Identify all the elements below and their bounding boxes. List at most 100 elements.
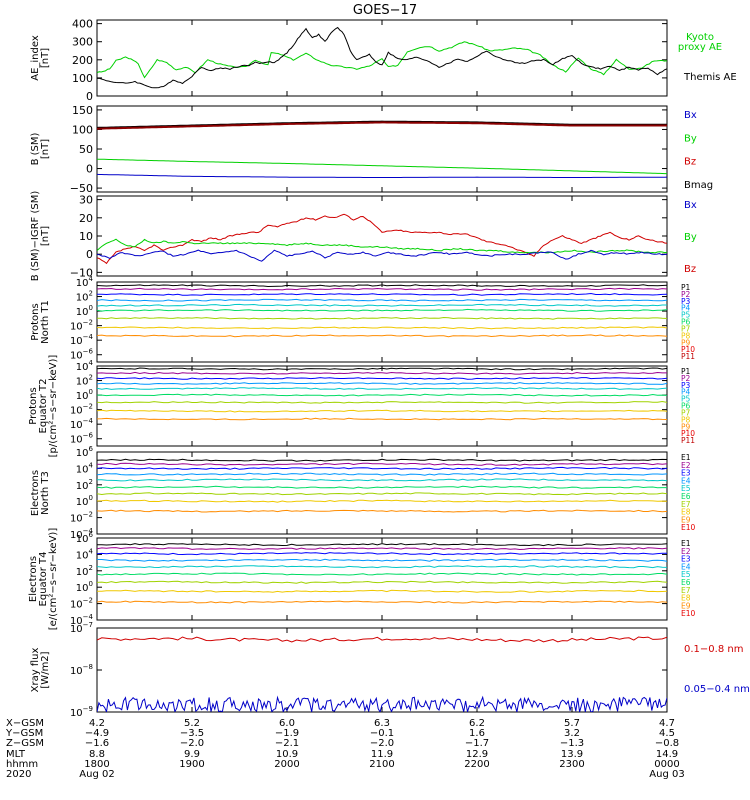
x-axis-value: 5.7 xyxy=(564,718,580,729)
series-line-e1-5 xyxy=(97,485,667,489)
x-axis-value: 1.6 xyxy=(469,728,485,739)
x-axis-value: −1.6 xyxy=(85,738,109,749)
series-line-e1-6 xyxy=(97,492,667,496)
x-axis-row-label: hhmm xyxy=(6,759,38,770)
series-line-p2-5 xyxy=(97,393,667,397)
legend-entry: P6 xyxy=(681,402,691,411)
x-axis-row-label: 2020 xyxy=(6,769,31,780)
y-tick-label: 102 xyxy=(76,290,93,304)
series-line-p2-8 xyxy=(97,417,667,421)
legend-entry: E6 xyxy=(681,578,691,587)
series-line-e2-5 xyxy=(97,572,667,576)
legend-entry: P9 xyxy=(681,338,691,347)
y-axis-label: Equator T4 xyxy=(38,552,49,607)
series-line-e2-3 xyxy=(97,558,667,562)
y-tick-label: 10−7 xyxy=(70,621,93,635)
legend-entry: Bmag xyxy=(684,180,713,191)
series-line-e2-4 xyxy=(97,565,667,569)
panel-frame xyxy=(96,195,668,277)
series-line-p2-3 xyxy=(97,382,667,385)
legend-entry: Bz xyxy=(684,264,696,275)
y-tick-label: 0 xyxy=(86,90,93,103)
y-tick-label: 100 xyxy=(72,123,93,136)
legend-entry: E5 xyxy=(681,570,691,579)
legend-entry: Themis AE xyxy=(683,72,737,83)
legend-entry: P6 xyxy=(681,318,691,327)
panel-bsm: 150 100 50 0 −50 B (SM) [nT] Bx By Bz Bmag xyxy=(30,104,713,195)
series-line-p2-6 xyxy=(97,400,667,404)
x-axis-value: −1.9 xyxy=(275,728,299,739)
series-line-p1-1 xyxy=(97,287,667,291)
y-axis-label: North T1 xyxy=(40,300,51,344)
legend-entry: E6 xyxy=(681,492,691,501)
panel-frame xyxy=(96,19,668,97)
legend-entry: E9 xyxy=(681,601,691,610)
x-axis-value: 6.2 xyxy=(469,718,485,729)
x-axis-value: −4.9 xyxy=(85,728,109,739)
x-axis-value: 14.9 xyxy=(656,749,678,760)
legend-entry: P9 xyxy=(681,422,691,431)
series-line-p2-0 xyxy=(97,367,667,371)
series-line-bsm-2 xyxy=(97,158,667,175)
series-line-dbsm-1 xyxy=(97,238,667,254)
y-tick-label: 300 xyxy=(72,36,93,49)
y-tick-label: 200 xyxy=(72,54,93,67)
y-tick-label: 104 xyxy=(76,359,94,373)
x-axis-value: 5.2 xyxy=(184,718,200,729)
y-axis-label: [W/m2] xyxy=(40,651,51,688)
x-axis-value: −0.1 xyxy=(370,728,394,739)
y-tick-label: 106 xyxy=(76,531,94,545)
y-axis-label: [p/(cm²−s−sr−keV)] xyxy=(48,355,59,458)
legend-entry: P11 xyxy=(681,436,695,445)
legend-entry: E4 xyxy=(681,476,691,485)
y-tick-label: 100 xyxy=(72,72,93,85)
x-axis-value: 3.2 xyxy=(564,728,580,739)
legend-entry: E1 xyxy=(681,539,691,548)
y-tick-label: −10 xyxy=(70,266,93,279)
y-tick-label: 10−8 xyxy=(70,663,93,677)
x-axis-value: 10.9 xyxy=(276,749,298,760)
x-axis-value: 1800 xyxy=(84,759,109,770)
y-tick-label: 150 xyxy=(72,104,93,117)
x-axis-value: 0000 xyxy=(654,759,679,770)
x-axis-value: 9.9 xyxy=(184,749,200,760)
x-axis-row-label: MLT xyxy=(6,749,26,760)
legend-entry: E4 xyxy=(681,562,691,571)
x-axis-value: −2.1 xyxy=(275,738,299,749)
x-axis-value: 11.9 xyxy=(371,749,393,760)
series-line-e2-2 xyxy=(97,552,667,556)
y-tick-label: 10−2 xyxy=(70,511,93,525)
legend-entry: E5 xyxy=(681,484,691,493)
series-group xyxy=(97,26,667,89)
legend-entry: E7 xyxy=(681,500,691,509)
series-group xyxy=(97,543,667,604)
x-axis-value: 12.9 xyxy=(466,749,488,760)
y-tick-label: 0 xyxy=(86,163,93,176)
y-axis-label: AE_index xyxy=(30,35,41,81)
series-line-ae-1 xyxy=(97,26,667,89)
y-tick-label: 104 xyxy=(76,461,94,475)
series-line-p1-5 xyxy=(97,308,667,312)
series-line-e2-7 xyxy=(97,589,667,593)
series-line-xray-0 xyxy=(97,636,667,643)
legend-entry: E9 xyxy=(681,515,691,524)
series-group xyxy=(97,367,667,421)
legend-entry: E2 xyxy=(681,547,691,556)
y-tick-label: 30 xyxy=(79,194,93,207)
y-tick-label: 10−9 xyxy=(70,705,93,719)
series-line-e1-1 xyxy=(97,462,667,466)
legend-entry: P4 xyxy=(681,388,691,397)
y-axis-label: [e/(cm²−s−sr−keV)] xyxy=(48,528,59,631)
legend-entry: P10 xyxy=(681,345,695,354)
x-axis-value: 4.5 xyxy=(659,728,675,739)
x-axis-value: −1.7 xyxy=(465,738,489,749)
y-tick-label: 0 xyxy=(86,248,93,261)
y-tick-label: 20 xyxy=(79,212,93,225)
series-line-dbsm-2 xyxy=(97,249,667,262)
legend-entry: P1 xyxy=(681,283,691,292)
x-axis-value: −3.5 xyxy=(180,728,204,739)
series-line-e2-0 xyxy=(97,543,667,547)
series-line-bsm-1 xyxy=(97,121,667,130)
